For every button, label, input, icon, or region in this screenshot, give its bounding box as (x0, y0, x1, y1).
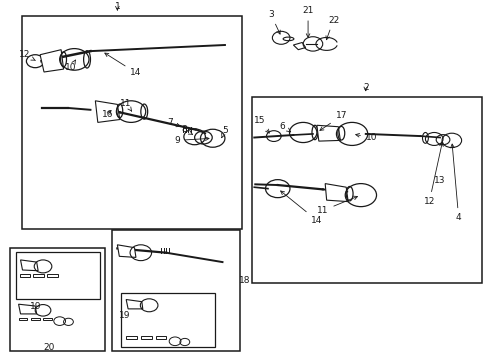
Bar (31, 318, 40, 320)
Polygon shape (325, 184, 347, 202)
Text: 18: 18 (238, 276, 250, 284)
Text: 19: 19 (29, 302, 41, 311)
Text: 12: 12 (423, 143, 442, 206)
Text: 11: 11 (120, 99, 132, 111)
Text: 22: 22 (325, 16, 339, 40)
Text: 9: 9 (174, 136, 208, 145)
Polygon shape (293, 42, 305, 50)
Text: 19: 19 (119, 310, 131, 320)
Text: 14: 14 (104, 53, 142, 77)
Text: 7: 7 (167, 118, 180, 127)
Bar (47, 274, 58, 277)
Text: 1: 1 (114, 2, 120, 11)
Text: 8: 8 (181, 125, 192, 134)
Polygon shape (316, 125, 340, 141)
Text: 5: 5 (221, 126, 227, 138)
Text: 4: 4 (450, 144, 461, 222)
Text: 11: 11 (316, 196, 357, 215)
Bar (20, 274, 30, 277)
Text: 14: 14 (280, 191, 322, 225)
Bar (155, 336, 166, 339)
Polygon shape (40, 50, 63, 72)
Bar (19, 318, 27, 320)
Bar (16, 252, 100, 299)
Text: 10: 10 (65, 60, 77, 72)
Bar (141, 336, 151, 339)
Bar (33, 274, 44, 277)
Text: 13: 13 (433, 176, 445, 185)
Bar (43, 318, 52, 320)
Bar (126, 336, 137, 339)
Bar (22, 16, 242, 229)
Bar (10, 248, 105, 351)
Polygon shape (126, 300, 142, 309)
Text: 6: 6 (279, 122, 290, 132)
Text: 10: 10 (355, 133, 377, 142)
Text: 2: 2 (362, 83, 368, 92)
Text: 17: 17 (319, 112, 346, 130)
Text: 12: 12 (19, 50, 35, 60)
Polygon shape (117, 245, 136, 257)
Text: 20: 20 (43, 343, 55, 352)
Text: 21: 21 (302, 6, 313, 37)
Bar (112, 230, 239, 351)
Polygon shape (95, 101, 120, 122)
Text: 16: 16 (102, 110, 113, 119)
Text: 3: 3 (267, 10, 280, 34)
Text: 15: 15 (254, 116, 269, 133)
Polygon shape (20, 260, 38, 271)
Bar (121, 293, 215, 347)
Polygon shape (19, 304, 37, 314)
Bar (251, 97, 481, 283)
